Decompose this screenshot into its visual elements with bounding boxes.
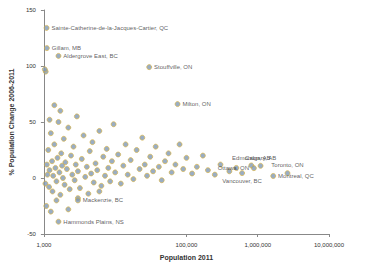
svg-text:1,000: 1,000 (36, 242, 52, 248)
svg-text:100: 100 (26, 63, 37, 69)
svg-text:100,000: 100,000 (176, 242, 198, 248)
svg-text:Vancouver, BC: Vancouver, BC (222, 178, 262, 184)
svg-text:Milton, ON: Milton, ON (182, 101, 210, 107)
svg-text:Hammonds Plains, NS: Hammonds Plains, NS (63, 219, 123, 225)
svg-text:50: 50 (29, 119, 36, 125)
svg-text:Aldergrove East, BC: Aldergrove East, BC (63, 53, 118, 59)
svg-text:0: 0 (33, 175, 37, 181)
svg-text:Ottawa, ON: Ottawa, ON (218, 165, 249, 171)
svg-text:Toronto, ON: Toronto, ON (271, 162, 303, 168)
svg-text:Population 2011: Population 2011 (160, 254, 213, 262)
svg-text:10,000,000: 10,000,000 (314, 242, 345, 248)
svg-text:1,000,000: 1,000,000 (244, 242, 271, 248)
svg-text:-50: -50 (27, 231, 36, 237)
svg-text:Stouffville, ON: Stouffville, ON (154, 64, 192, 70)
svg-text:Calgary, AB: Calgary, AB (245, 155, 276, 161)
svg-text:150: 150 (26, 7, 37, 13)
svg-text:Mackenzie, BC: Mackenzie, BC (83, 197, 124, 203)
svg-text:Montreal, QC: Montreal, QC (278, 173, 314, 179)
svg-text:Sainte-Catherine-de-la-Jacques: Sainte-Catherine-de-la-Jacques-Cartier, … (51, 25, 168, 31)
svg-text:Gillam, MB: Gillam, MB (52, 45, 81, 51)
svg-text:% Population Change 2006-2011: % Population Change 2006-2011 (8, 68, 16, 175)
